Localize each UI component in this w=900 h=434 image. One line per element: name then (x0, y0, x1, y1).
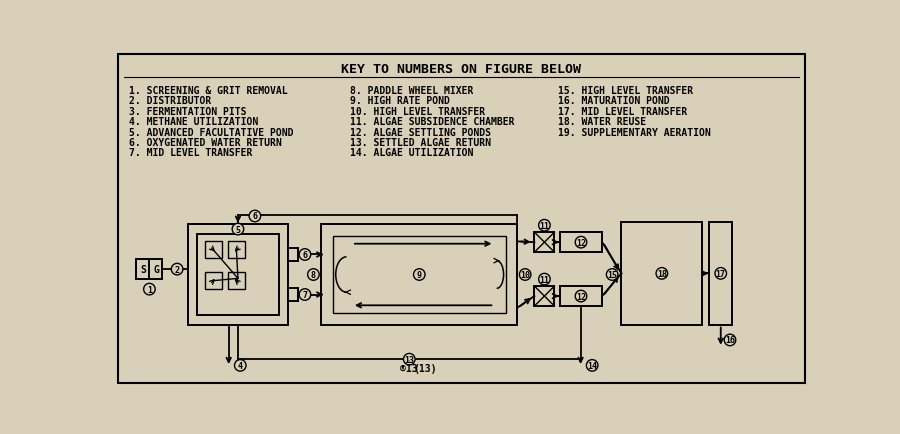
Text: 7. MID LEVEL TRANSFER: 7. MID LEVEL TRANSFER (129, 148, 252, 158)
Bar (321, 225, 518, 325)
Text: 10. HIGH LEVEL TRANSFER: 10. HIGH LEVEL TRANSFER (349, 107, 485, 117)
Circle shape (715, 268, 726, 279)
Text: 6: 6 (302, 250, 308, 260)
Bar (228, 242, 245, 259)
Bar (333, 237, 506, 313)
Bar (288, 248, 298, 262)
Text: 9. HIGH RATE POND: 9. HIGH RATE POND (349, 96, 449, 106)
Text: 2. DISTRIBUTOR: 2. DISTRIBUTOR (129, 96, 211, 106)
Text: 11: 11 (539, 221, 549, 230)
Circle shape (413, 269, 425, 281)
Text: 17: 17 (716, 269, 725, 278)
Text: 13. SETTLED ALGAE RETURN: 13. SETTLED ALGAE RETURN (349, 138, 490, 148)
Circle shape (519, 269, 531, 281)
Circle shape (575, 291, 587, 302)
Text: 15: 15 (608, 270, 617, 279)
Text: ®13: ®13 (400, 364, 418, 374)
Bar (197, 234, 279, 316)
Text: KEY TO NUMBERS ON FIGURE BELOW: KEY TO NUMBERS ON FIGURE BELOW (341, 62, 581, 76)
Text: 10: 10 (520, 270, 530, 279)
Text: 3. FERMENTATION PITS: 3. FERMENTATION PITS (129, 107, 246, 117)
Text: 1. SCREENING & GRIT REMOVAL: 1. SCREENING & GRIT REMOVAL (129, 86, 287, 96)
Bar (149, 260, 163, 279)
Circle shape (249, 211, 261, 222)
Text: 15. HIGH LEVEL TRANSFER: 15. HIGH LEVEL TRANSFER (557, 86, 693, 96)
Circle shape (235, 360, 246, 371)
Text: 5. ADVANCED FACULTATIVE POND: 5. ADVANCED FACULTATIVE POND (129, 127, 293, 137)
Circle shape (403, 354, 415, 365)
Circle shape (656, 268, 668, 279)
Text: 11: 11 (539, 275, 549, 284)
Text: 19. SUPPLEMENTARY AERATION: 19. SUPPLEMENTARY AERATION (557, 127, 710, 137)
Bar (205, 242, 221, 259)
Bar (560, 286, 602, 306)
Bar (709, 223, 733, 325)
Text: 12: 12 (576, 292, 586, 301)
Text: 6. OXYGENATED WATER RETURN: 6. OXYGENATED WATER RETURN (129, 138, 282, 148)
Circle shape (171, 264, 183, 275)
Bar (136, 260, 149, 279)
Circle shape (299, 249, 310, 261)
Text: 1: 1 (147, 285, 152, 294)
Text: 8: 8 (310, 270, 316, 279)
Text: 13: 13 (404, 355, 414, 364)
Text: 7: 7 (302, 290, 308, 299)
Text: (13): (13) (413, 364, 436, 374)
Circle shape (308, 269, 320, 281)
Text: 8. PADDLE WHEEL MIXER: 8. PADDLE WHEEL MIXER (349, 86, 473, 96)
Bar (288, 288, 298, 302)
Circle shape (607, 269, 618, 281)
Bar (535, 233, 554, 253)
Text: 18: 18 (657, 269, 667, 278)
Circle shape (538, 274, 550, 285)
Text: 4: 4 (238, 361, 243, 370)
Text: 12: 12 (576, 238, 586, 247)
Text: 11. ALGAE SUBSIDENCE CHAMBER: 11. ALGAE SUBSIDENCE CHAMBER (349, 117, 514, 127)
Text: 12. ALGAE SETTLING PONDS: 12. ALGAE SETTLING PONDS (349, 127, 490, 137)
Bar (188, 225, 288, 325)
Circle shape (232, 224, 244, 235)
Bar (535, 286, 554, 306)
Circle shape (144, 284, 155, 295)
Text: G: G (153, 264, 159, 274)
Text: S: S (140, 264, 146, 274)
Text: 17. MID LEVEL TRANSFER: 17. MID LEVEL TRANSFER (557, 107, 687, 117)
Text: 18. WATER REUSE: 18. WATER REUSE (557, 117, 645, 127)
Bar (228, 273, 245, 289)
Text: 5: 5 (236, 225, 240, 234)
Text: 14: 14 (587, 361, 598, 370)
Text: 13: 13 (409, 359, 410, 360)
Circle shape (587, 360, 598, 371)
Circle shape (538, 220, 550, 231)
Bar (621, 223, 702, 325)
Text: 16: 16 (725, 335, 735, 345)
Text: 4. METHANE UTILIZATION: 4. METHANE UTILIZATION (129, 117, 258, 127)
Text: 6: 6 (252, 212, 257, 221)
Circle shape (724, 335, 736, 346)
Text: 9: 9 (417, 270, 422, 279)
Circle shape (575, 237, 587, 248)
Text: 16. MATURATION POND: 16. MATURATION POND (557, 96, 669, 106)
Text: 14. ALGAE UTILIZATION: 14. ALGAE UTILIZATION (349, 148, 473, 158)
Bar (560, 233, 602, 253)
Circle shape (299, 289, 310, 301)
Text: 2: 2 (175, 265, 180, 274)
Bar (205, 273, 221, 289)
